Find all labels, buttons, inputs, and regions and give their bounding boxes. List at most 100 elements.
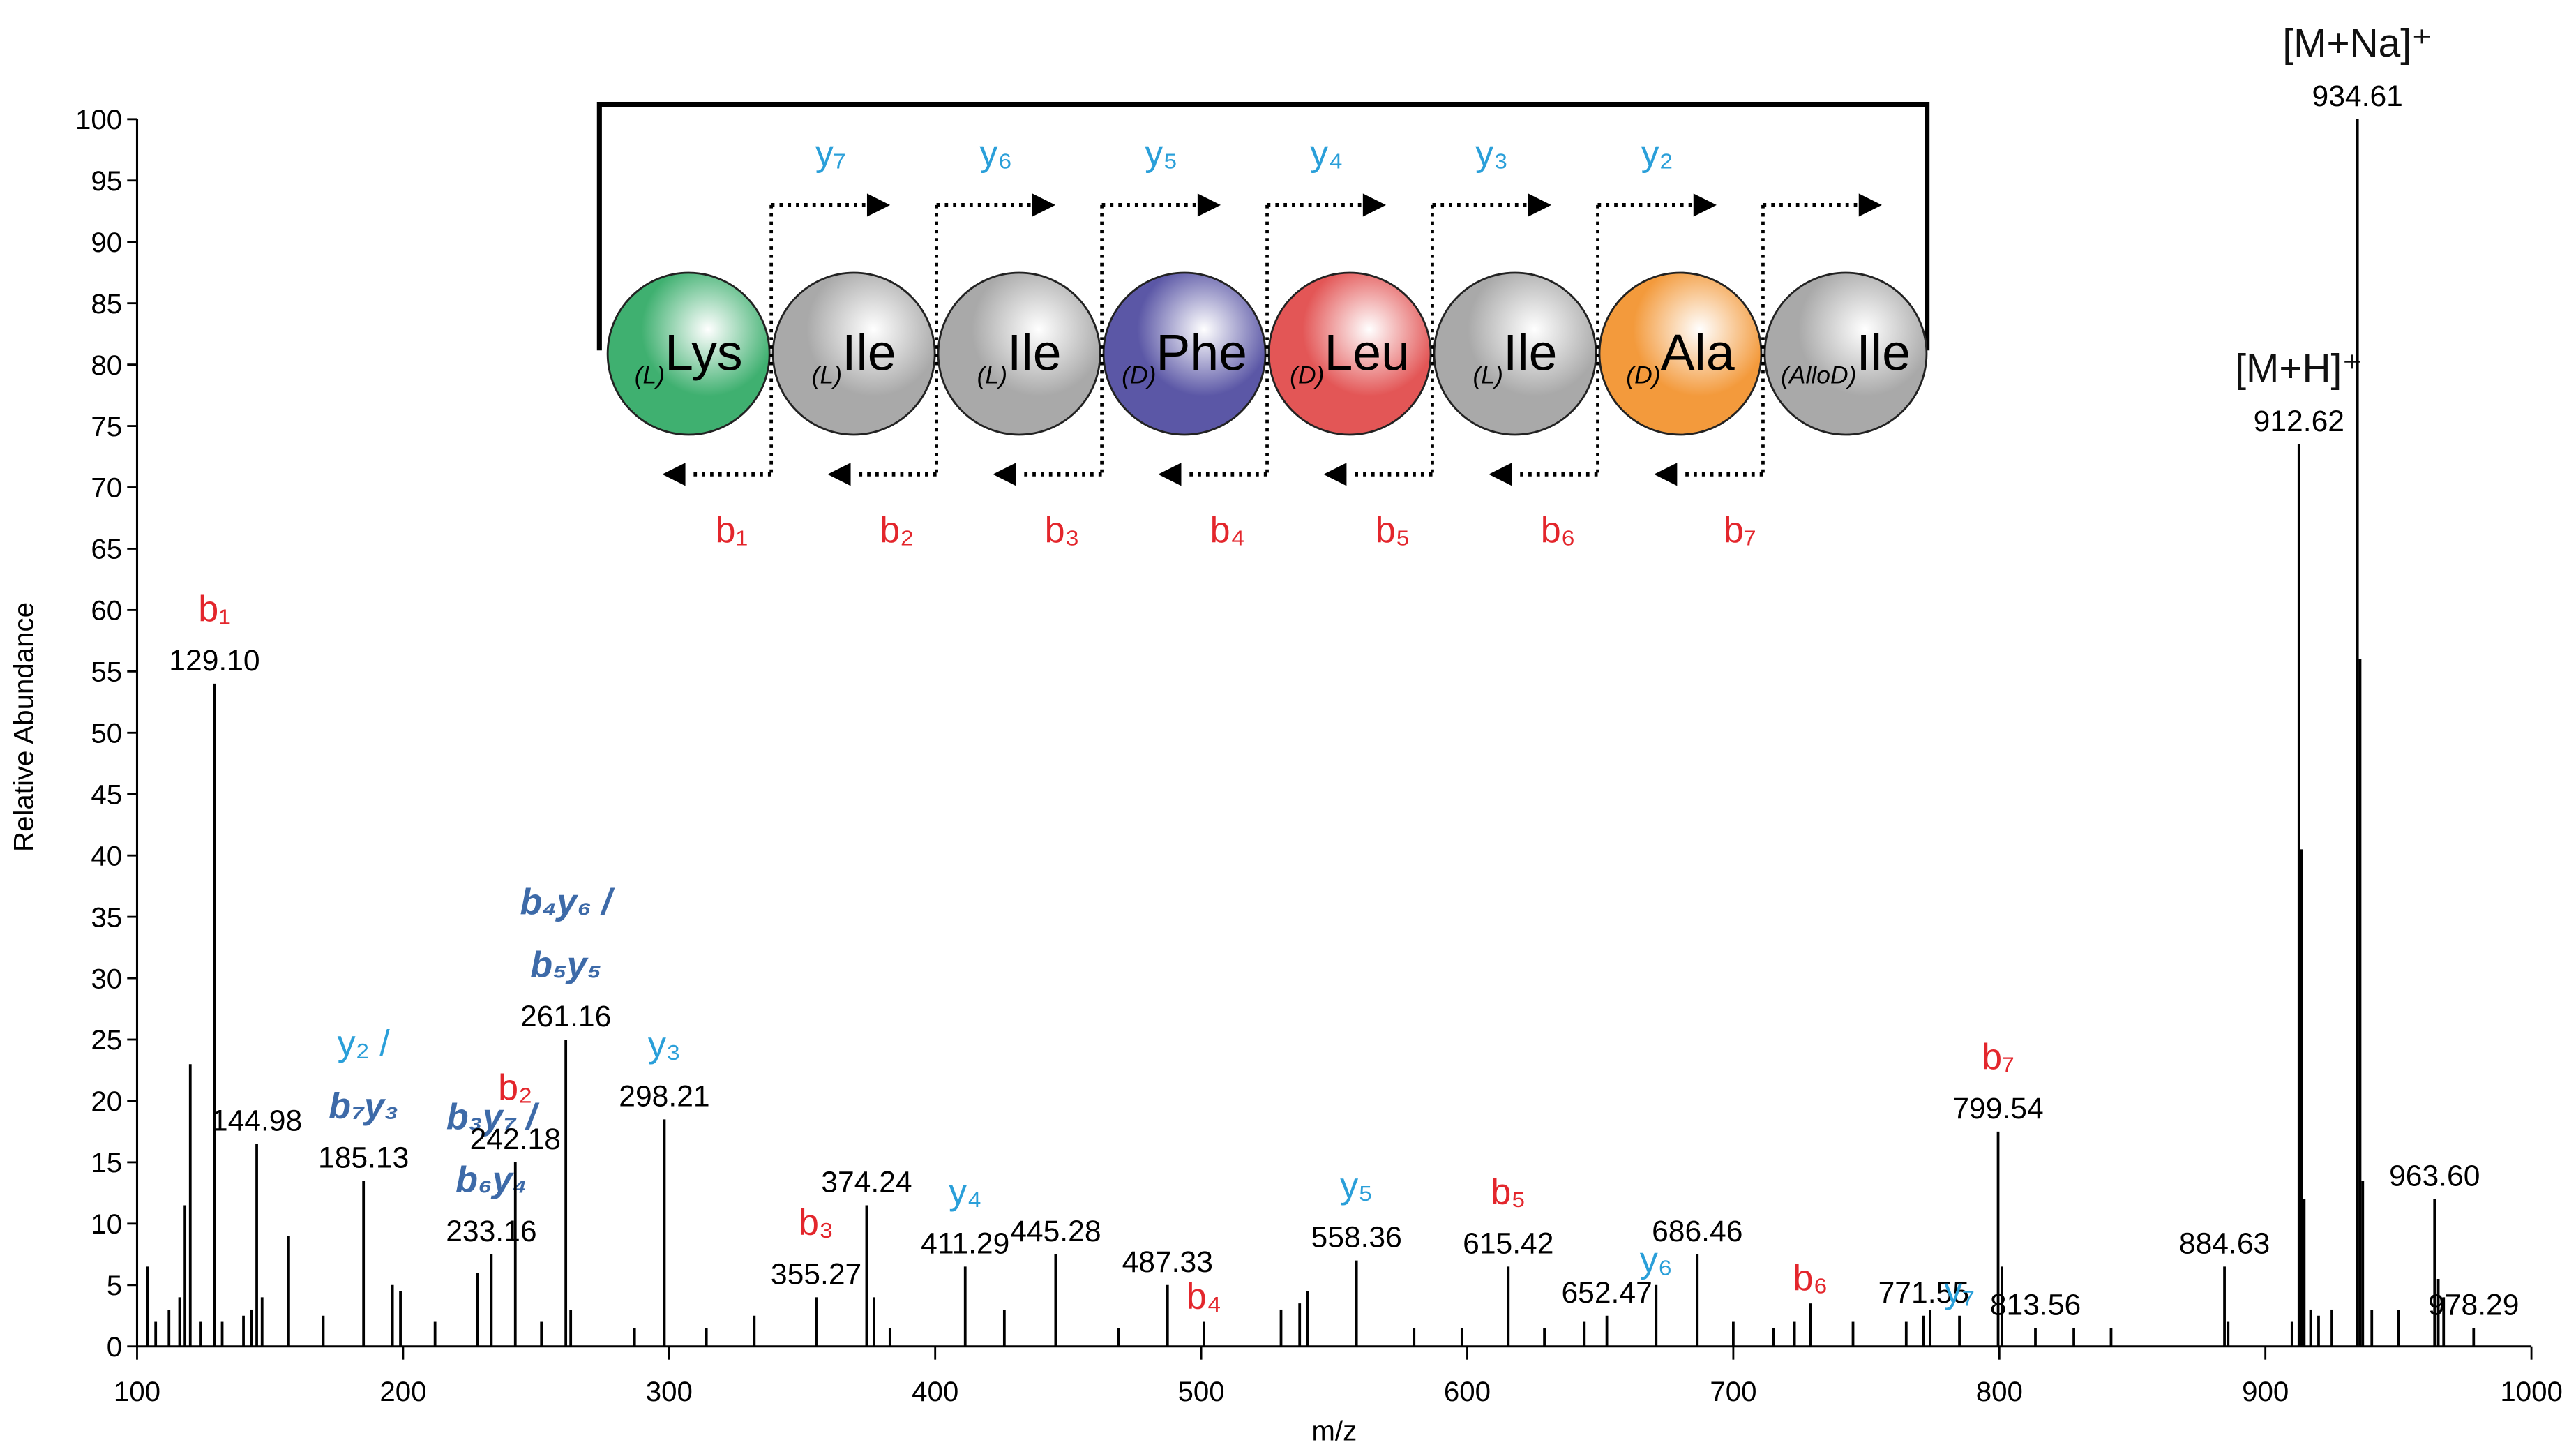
b-arrowhead — [993, 463, 1016, 486]
b-arrowhead — [1654, 463, 1678, 486]
residue — [1102, 271, 1267, 436]
inset-y-ion: y₄ — [1310, 133, 1343, 174]
y-arrowhead — [1528, 193, 1551, 217]
y-arrowhead — [1362, 193, 1386, 217]
x-tick-label: 1000 — [2500, 1376, 2563, 1407]
b-arrowhead — [827, 463, 851, 486]
residue-label: (L)Ile — [812, 324, 896, 389]
x-tick-label: 300 — [646, 1376, 693, 1407]
peak-mz-label: 686.46 — [1652, 1215, 1742, 1248]
peak-mz-label: 355.27 — [771, 1257, 861, 1291]
peak-mz-label: 652.47 — [1561, 1276, 1652, 1310]
b-arrowhead — [662, 463, 686, 486]
peak-mz-label: 912.62 — [2254, 405, 2344, 438]
x-tick-label: 700 — [1710, 1376, 1756, 1407]
residue-label: (D)Leu — [1290, 324, 1410, 389]
x-tick-label: 200 — [379, 1376, 426, 1407]
x-tick-label: 800 — [1976, 1376, 2023, 1407]
cyclic-bracket — [596, 101, 1930, 351]
residue-name: Ile — [1503, 324, 1558, 382]
peak-mz-label: 487.33 — [1122, 1245, 1213, 1279]
ion-label: b₄ — [1187, 1277, 1221, 1317]
residue — [1598, 271, 1763, 436]
x-tick-label: 600 — [1444, 1376, 1491, 1407]
peak-mz-label: 374.24 — [821, 1166, 912, 1199]
y-arrowhead — [1197, 193, 1221, 217]
y-tick-label: 10 — [91, 1208, 122, 1240]
residue-name: Ile — [1856, 324, 1911, 382]
residue-label: (AlloD)Ile — [1781, 324, 1911, 389]
y-arrowhead — [1032, 193, 1056, 217]
b-arrowhead — [1323, 463, 1347, 486]
peak-mz-label: 185.13 — [318, 1141, 409, 1174]
peak-mz-label: 411.29 — [921, 1227, 1009, 1260]
y-tick-label: 0 — [107, 1331, 122, 1363]
y-tick-label: 65 — [91, 534, 122, 565]
y-arrowhead — [866, 193, 891, 217]
residue-config: (D) — [1626, 361, 1660, 389]
ion-label: y₅ — [1340, 1166, 1373, 1206]
inset-b-ion: b₆ — [1541, 510, 1576, 550]
y-arrowhead — [1693, 193, 1717, 217]
ion-label: b₇ — [1982, 1037, 2014, 1077]
residue-config: (L) — [1473, 361, 1503, 389]
peak-mz-label: 261.16 — [520, 1000, 611, 1033]
y-tick-label: 80 — [91, 350, 122, 381]
x-tick-label: 900 — [2242, 1376, 2289, 1407]
inset-y-ion: y₇ — [815, 133, 846, 174]
y-tick-label: 90 — [91, 227, 122, 258]
residue — [937, 271, 1101, 436]
inset-b-ion: b₂ — [880, 510, 914, 550]
peak-mz-label: 144.98 — [211, 1104, 302, 1138]
residue-label: (L)Ile — [1473, 324, 1558, 389]
y-tick-label: 25 — [91, 1024, 122, 1056]
peak-mz-label: 771.55 — [1878, 1276, 1969, 1310]
residue-name: Ile — [842, 324, 896, 382]
residue-config: (L) — [812, 361, 842, 389]
inset-b-ion: b₄ — [1210, 510, 1245, 550]
ion-label: y₆ — [1640, 1240, 1673, 1280]
y-tick-label: 45 — [91, 779, 122, 810]
inset-b-ion: b₅ — [1376, 510, 1410, 550]
y-tick-label: 15 — [91, 1147, 122, 1178]
ion-label: y₃ — [648, 1024, 681, 1065]
residue-name: Ile — [1007, 324, 1062, 382]
residue-label: (L)Ile — [977, 324, 1062, 389]
ion-label: y₄ — [949, 1171, 981, 1212]
inset-b-ion: b₃ — [1045, 510, 1080, 550]
x-tick-label: 400 — [912, 1376, 958, 1407]
peak-mz-label: 298.21 — [619, 1079, 709, 1113]
y-tick-label: 50 — [91, 717, 122, 749]
inset-b-ion: b₇ — [1724, 510, 1756, 550]
y-tick-label: 60 — [91, 595, 122, 627]
inset-y-ion: y₅ — [1145, 133, 1177, 174]
ion-label: b₂ — [498, 1067, 532, 1108]
residue-config: (L) — [635, 361, 665, 389]
residue — [1763, 271, 1928, 436]
residue — [771, 271, 936, 436]
peak-mz-label: 558.36 — [1311, 1221, 1402, 1254]
residue-name: Ala — [1661, 324, 1735, 382]
x-axis-label: m/z — [1311, 1416, 1357, 1447]
peak-mz-label: 934.61 — [2312, 80, 2403, 113]
residue-label: (L)Lys — [635, 324, 743, 389]
y-tick-label: 70 — [91, 472, 122, 504]
residue-label: (D)Phe — [1122, 324, 1247, 389]
peak-mz-label: 978.29 — [2428, 1288, 2519, 1321]
y-tick-label: 85 — [91, 288, 122, 320]
y-tick-label: 30 — [91, 963, 122, 994]
ion-label: b₄y₆ / — [520, 882, 616, 922]
ion-label: b₆ — [1793, 1258, 1828, 1298]
y-tick-label: 75 — [91, 411, 122, 442]
ion-label: b₃ — [799, 1202, 834, 1243]
ion-label: y₇ — [1944, 1271, 1975, 1311]
residue-config: (D) — [1122, 361, 1156, 389]
peak-mz-label: 884.63 — [2179, 1227, 2270, 1260]
residue-config: (AlloD) — [1781, 361, 1856, 389]
peak-mz-label: 129.10 — [169, 644, 259, 677]
y-tick-label: 35 — [91, 901, 122, 933]
peak-mz-label: 799.54 — [1952, 1092, 2043, 1125]
residue — [1433, 271, 1597, 436]
peak-mz-label: 445.28 — [1010, 1215, 1101, 1248]
